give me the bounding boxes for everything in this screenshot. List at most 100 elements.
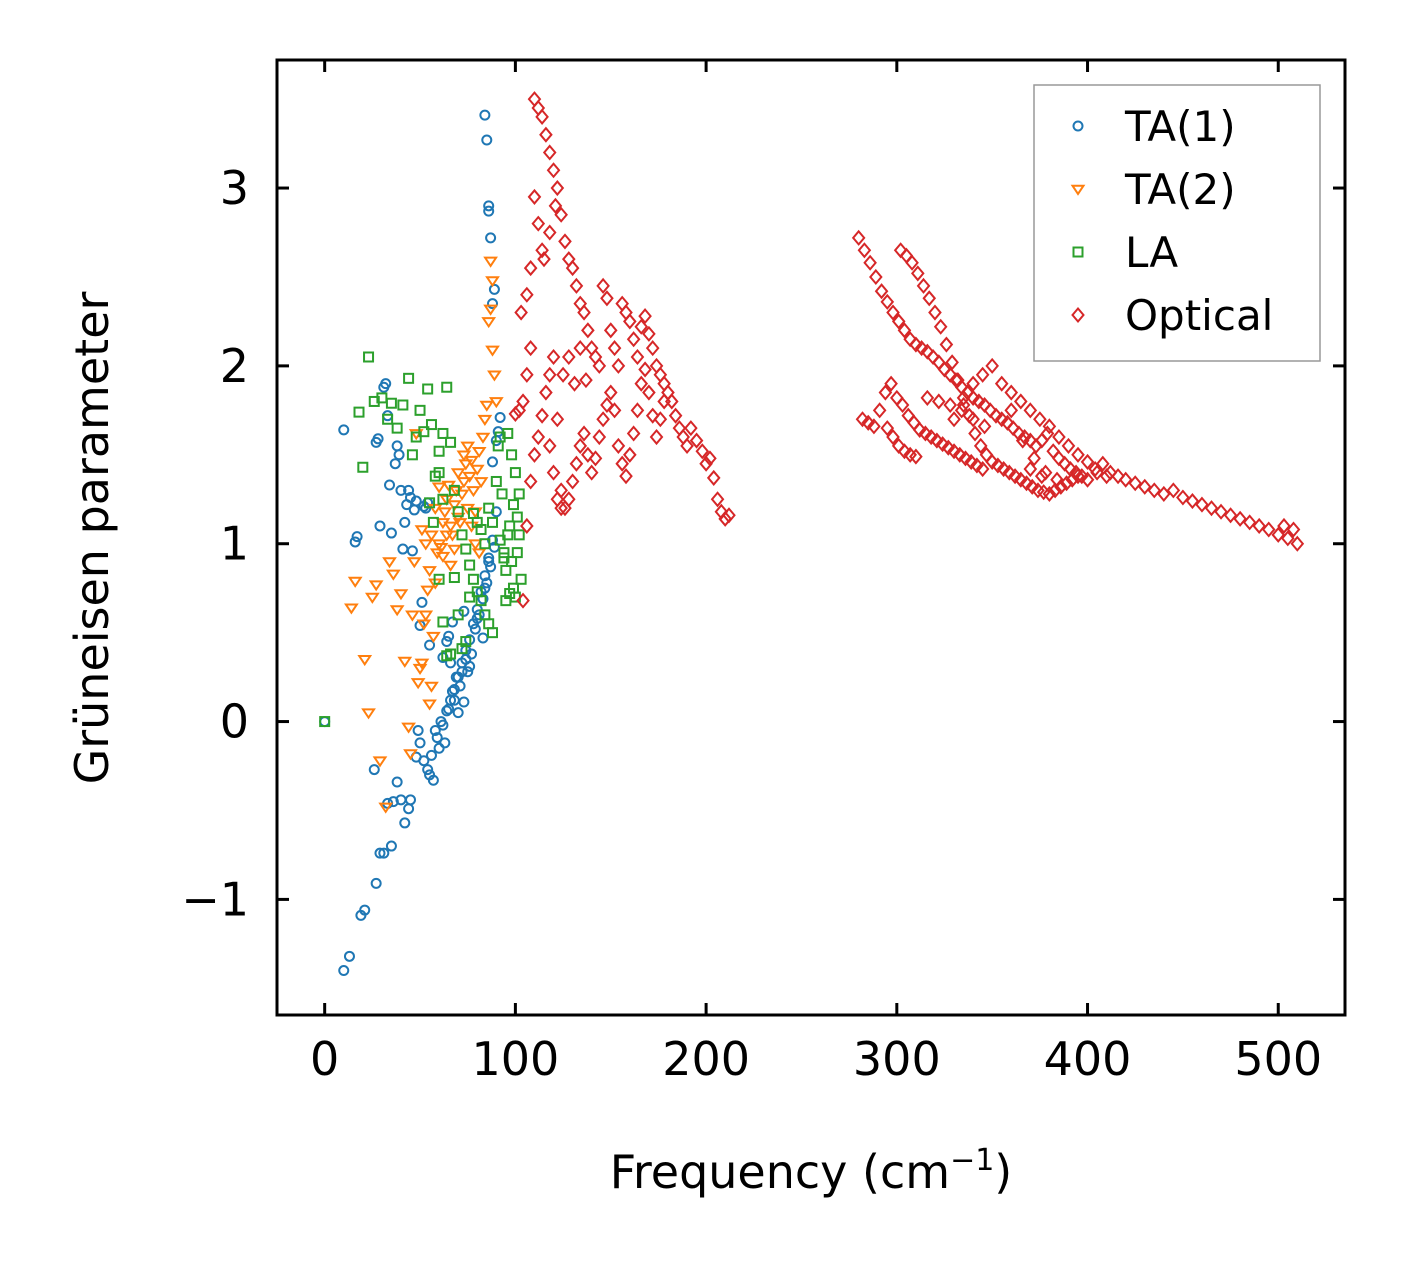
data-point bbox=[397, 399, 409, 411]
data-point bbox=[429, 724, 441, 736]
data-point bbox=[638, 361, 652, 378]
data-point bbox=[634, 375, 649, 392]
data-point bbox=[485, 232, 497, 244]
data-point bbox=[483, 304, 498, 316]
data-point bbox=[471, 548, 487, 560]
data-point bbox=[956, 389, 971, 406]
data-point bbox=[695, 443, 710, 460]
data-point bbox=[471, 446, 487, 459]
data-point bbox=[406, 545, 418, 557]
x-tick-label: 100 bbox=[471, 1032, 559, 1086]
data-point bbox=[406, 449, 418, 461]
data-point bbox=[550, 491, 565, 508]
data-point bbox=[441, 705, 453, 717]
series-la bbox=[319, 351, 527, 728]
data-point bbox=[437, 507, 453, 519]
data-point bbox=[479, 570, 491, 582]
data-point bbox=[706, 469, 721, 486]
data-point bbox=[435, 716, 447, 728]
data-point bbox=[542, 437, 557, 454]
data-point bbox=[897, 443, 912, 460]
data-point bbox=[884, 375, 898, 392]
data-point bbox=[1280, 530, 1295, 547]
data-point bbox=[1157, 485, 1171, 502]
data-point bbox=[1061, 437, 1076, 454]
data-point bbox=[433, 573, 445, 585]
data-point bbox=[494, 411, 506, 423]
data-point bbox=[475, 595, 487, 607]
data-point bbox=[546, 348, 561, 366]
data-point bbox=[508, 405, 523, 422]
data-point bbox=[487, 370, 502, 382]
data-point bbox=[863, 254, 877, 271]
data-point bbox=[527, 188, 542, 205]
data-point bbox=[382, 557, 397, 569]
data-point bbox=[603, 384, 618, 401]
data-point bbox=[488, 283, 500, 295]
data-point bbox=[909, 448, 923, 465]
data-point bbox=[384, 479, 396, 491]
data-point bbox=[996, 460, 1011, 478]
data-point bbox=[535, 242, 549, 259]
data-point bbox=[567, 375, 582, 392]
data-point bbox=[450, 512, 466, 524]
data-point bbox=[456, 450, 472, 462]
data-point bbox=[385, 527, 397, 539]
data-point bbox=[403, 484, 415, 496]
data-point bbox=[467, 573, 479, 585]
data-point bbox=[1065, 471, 1080, 488]
data-point bbox=[487, 516, 499, 528]
data-point bbox=[456, 666, 468, 678]
data-point bbox=[1023, 402, 1038, 419]
data-point bbox=[985, 357, 999, 374]
data-point bbox=[370, 877, 382, 889]
data-point bbox=[1286, 521, 1301, 538]
data-point bbox=[1166, 482, 1181, 499]
data-point bbox=[520, 517, 534, 534]
data-point bbox=[569, 455, 584, 472]
legend-label: Optical bbox=[1125, 291, 1273, 340]
data-point bbox=[638, 308, 652, 325]
data-point bbox=[511, 511, 523, 523]
data-point bbox=[600, 290, 614, 307]
data-point bbox=[573, 340, 588, 357]
data-point bbox=[546, 162, 561, 179]
data-point bbox=[573, 437, 588, 454]
data-point bbox=[985, 453, 999, 470]
data-point bbox=[1214, 503, 1228, 520]
data-point bbox=[975, 366, 990, 383]
data-point bbox=[385, 840, 397, 852]
data-point bbox=[619, 468, 633, 485]
data-point bbox=[611, 437, 626, 454]
y-tick-label: 0 bbox=[220, 695, 249, 749]
data-point bbox=[374, 520, 386, 532]
data-point bbox=[464, 660, 476, 672]
data-point bbox=[514, 304, 528, 321]
data-point bbox=[520, 286, 534, 303]
data-point bbox=[389, 458, 401, 470]
data-point bbox=[1080, 453, 1095, 470]
data-point bbox=[1095, 455, 1110, 472]
data-point bbox=[462, 666, 474, 678]
data-point bbox=[357, 461, 369, 473]
data-point bbox=[418, 755, 430, 767]
data-point bbox=[1271, 526, 1286, 543]
data-point bbox=[642, 325, 656, 342]
data-point bbox=[452, 707, 464, 719]
data-point bbox=[446, 544, 462, 556]
data-point bbox=[441, 381, 453, 393]
data-point bbox=[406, 557, 422, 569]
data-point bbox=[939, 336, 954, 353]
data-point bbox=[565, 473, 580, 490]
data-point bbox=[649, 428, 664, 446]
data-point bbox=[357, 655, 373, 667]
data-point bbox=[427, 503, 443, 515]
data-point bbox=[680, 437, 694, 454]
data-point bbox=[372, 433, 384, 445]
data-point bbox=[1223, 507, 1238, 524]
data-point bbox=[368, 580, 384, 592]
data-point bbox=[1071, 446, 1085, 463]
data-point bbox=[479, 109, 491, 121]
data-point bbox=[916, 277, 931, 294]
data-point bbox=[387, 796, 399, 808]
